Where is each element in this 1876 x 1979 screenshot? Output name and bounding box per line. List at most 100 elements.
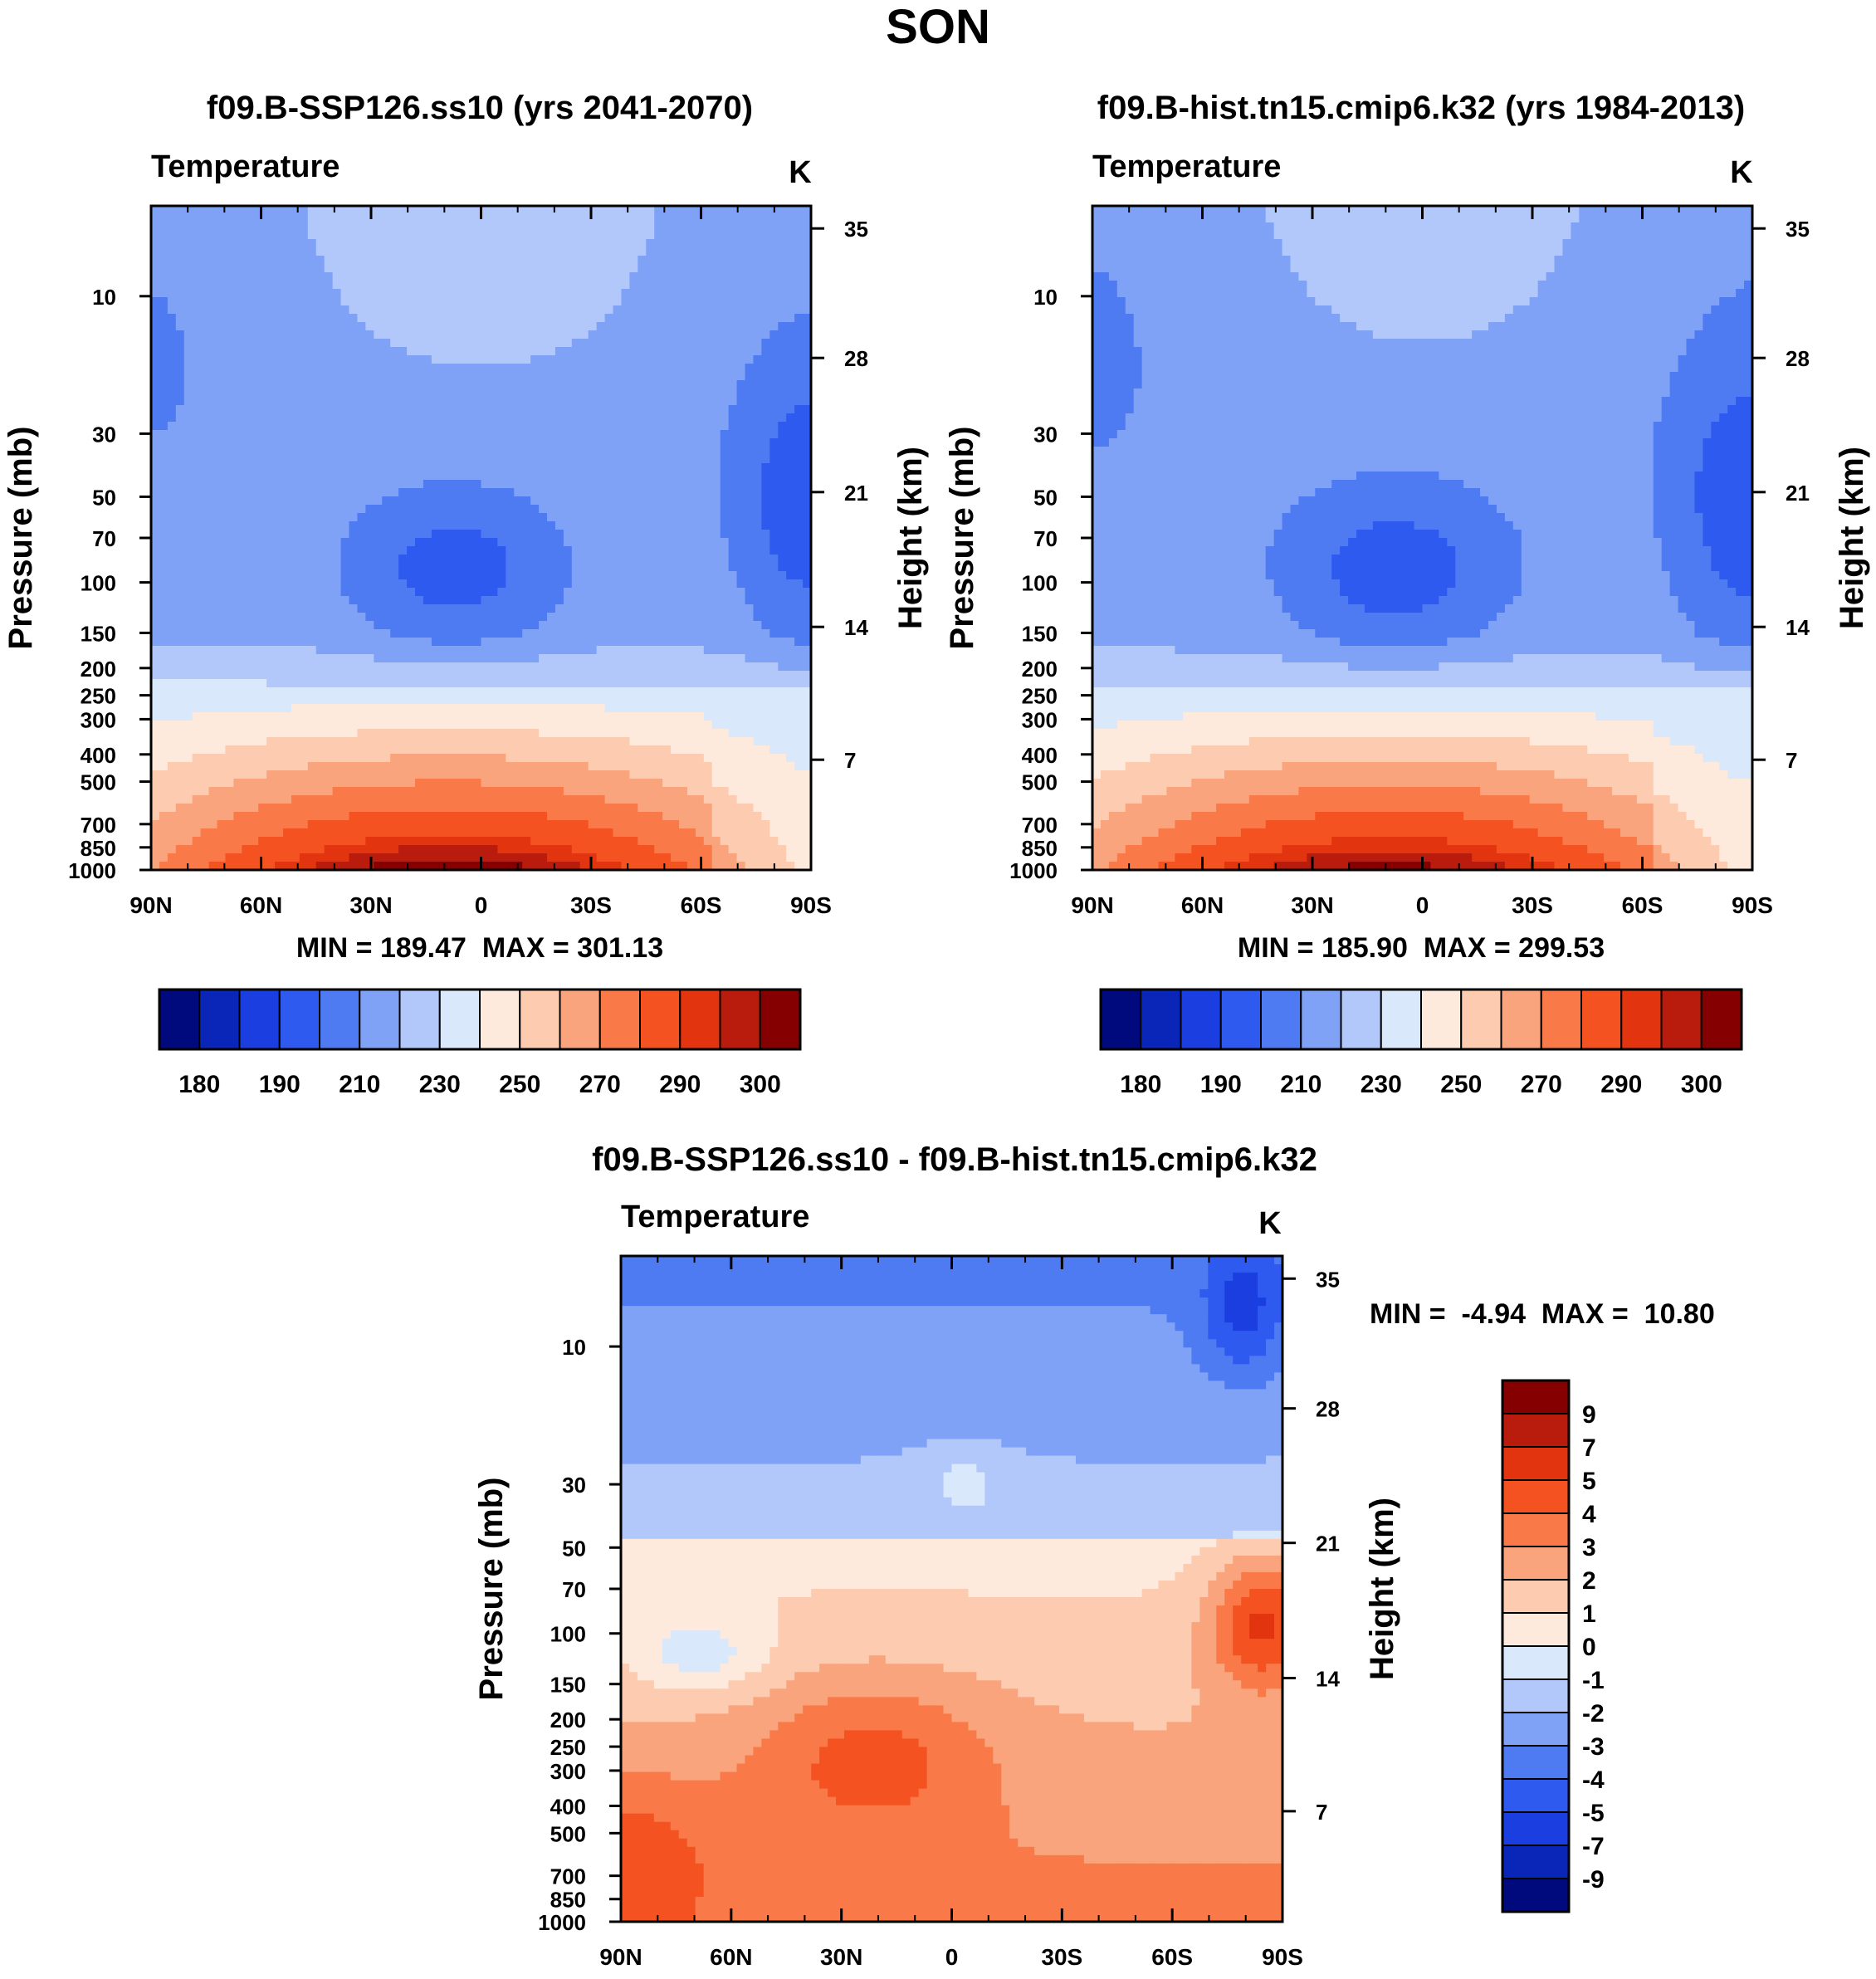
contour-cell [711,438,721,447]
contour-cell [233,388,242,398]
contour-cell [728,347,738,356]
contour-cell [250,712,259,721]
contour-cell [208,513,218,522]
contour-cell [183,438,193,447]
contour-cell [786,696,795,705]
contour-cell [745,555,755,564]
contour-cell [233,397,242,406]
contour-cell [250,621,259,630]
contour-cell [415,546,424,555]
contour-cell [621,222,630,232]
contour-cell [613,662,623,672]
contour-cell [497,430,506,439]
contour-cell [175,579,185,589]
contour-cell [745,422,755,431]
contour-cell [506,496,515,506]
contour-cell [703,505,713,514]
contour-cell [530,272,540,281]
contour-cell [382,596,391,605]
contour-cell [250,463,259,472]
contour-cell [151,646,160,655]
contour-cell [217,480,227,489]
contour-cell [456,256,466,265]
contour-cell [646,687,655,696]
contour-cell [629,272,638,281]
contour-cell [464,505,474,514]
contour-cell [654,281,663,290]
contour-cell [464,247,474,257]
contour-cell [357,496,366,506]
contour-cell [456,264,466,273]
contour-cell [621,430,630,439]
contour-cell [514,422,523,431]
contour-cell [497,646,506,655]
contour-cell [539,264,548,273]
contour-cell [456,239,466,248]
contour-cell [250,322,259,331]
contour-cell [374,405,383,414]
contour-cell [745,405,755,414]
contour-cell [588,322,598,331]
contour-cell [233,480,242,489]
contour-cell [522,272,531,281]
contour-cell [431,671,441,680]
contour-cell [695,621,705,630]
contour-cell [695,488,705,497]
contour-cell [481,289,491,298]
contour-cell [638,322,647,331]
contour-cell [423,571,432,580]
contour-cell [398,214,408,223]
contour-cell [456,355,466,364]
contour-cell [686,372,696,381]
contour-cell [703,339,713,348]
contour-cell [745,289,755,298]
contour-cell [266,463,276,472]
contour-cell [431,339,441,348]
contour-cell [315,472,325,481]
contour-cell [283,388,292,398]
contour-cell [703,347,713,356]
contour-cell [208,380,218,389]
contour-cell [324,480,334,489]
contour-cell [711,222,721,232]
contour-cell [579,613,589,622]
contour-cell [481,488,491,497]
contour-cell [539,339,548,348]
contour-cell [554,214,564,223]
contour-cell [324,671,334,680]
contour-cell [291,322,300,331]
plot-label-units: K [789,155,812,190]
contour-cell [439,264,449,273]
contour-cell [151,638,160,647]
contour-cell [332,297,342,306]
contour-cell [390,380,399,389]
contour-cell [472,530,482,539]
contour-cell [225,206,234,215]
contour-cell [554,629,564,638]
contour-cell [646,347,655,356]
contour-cell [225,646,234,655]
contour-cell [225,281,234,290]
contour-cell [299,530,309,539]
contour-cell [761,206,770,215]
contour-cell [514,621,523,630]
contour-cell [629,397,638,406]
contour-cell [711,472,721,481]
contour-cell [423,222,432,232]
contour-cell [291,521,300,530]
contour-cell [423,256,432,265]
contour-cell [382,272,391,281]
contour-cell [439,222,449,232]
contour-cell [398,521,408,530]
contour-cell [390,662,399,672]
contour-cell [571,638,581,647]
contour-cell [307,696,317,705]
contour-cell [151,256,160,265]
contour-cell [728,455,738,464]
contour-cell [596,297,606,306]
contour-cell [769,347,779,356]
contour-cell [604,480,614,489]
contour-cell [596,521,606,530]
contour-cell [175,555,185,564]
contour-cell [233,438,242,447]
